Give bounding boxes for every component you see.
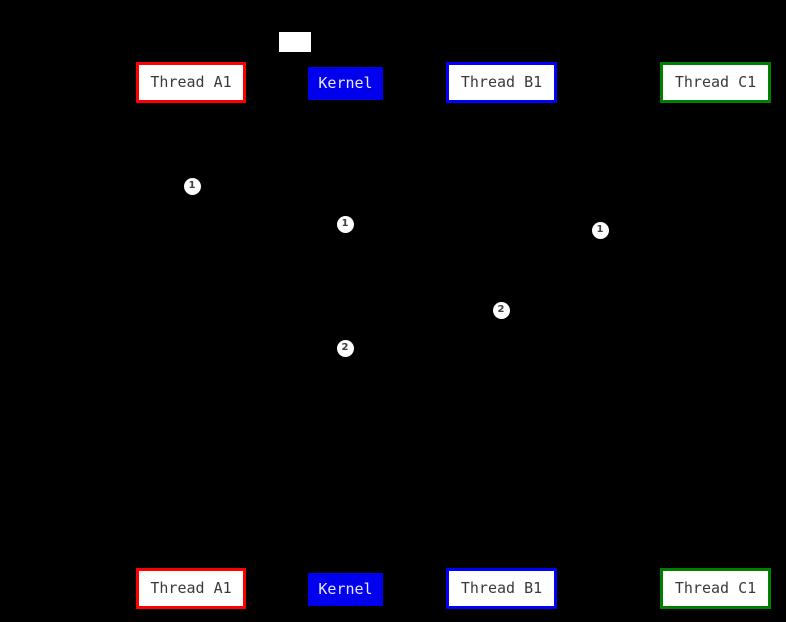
participant-label: Kernel [318, 74, 373, 92]
participant-label: Thread B1 [460, 579, 543, 597]
participant-bottom-kernel[interactable]: Kernel [308, 573, 383, 606]
lifeline-thread-a1 [191, 103, 192, 568]
participant-label: Thread C1 [674, 73, 757, 91]
step-marker[interactable]: 1 [591, 221, 609, 239]
participant-bottom-thread-b1[interactable]: Thread B1 [446, 568, 557, 609]
participant-label: Thread B1 [460, 73, 543, 91]
step-marker[interactable]: 1 [336, 215, 354, 233]
participant-label: Thread A1 [150, 73, 232, 91]
step-marker[interactable]: 1 [183, 177, 201, 195]
participant-label: Kernel [318, 580, 373, 598]
participant-top-thread-c1[interactable]: Thread C1 [660, 62, 771, 103]
participant-top-thread-b1[interactable]: Thread B1 [446, 62, 557, 103]
step-marker[interactable]: 2 [336, 339, 354, 357]
title-label [279, 32, 311, 52]
lifeline-thread-b1 [501, 103, 502, 568]
participant-bottom-thread-c1[interactable]: Thread C1 [660, 568, 771, 609]
participant-label: Thread C1 [674, 579, 757, 597]
lifeline-thread-c1 [715, 103, 716, 568]
participant-bottom-thread-a1[interactable]: Thread A1 [136, 568, 246, 609]
participant-label: Thread A1 [150, 579, 232, 597]
participant-top-thread-a1[interactable]: Thread A1 [136, 62, 246, 103]
lifeline-kernel [345, 100, 346, 573]
step-marker[interactable]: 2 [492, 301, 510, 319]
participant-top-kernel[interactable]: Kernel [308, 67, 383, 100]
